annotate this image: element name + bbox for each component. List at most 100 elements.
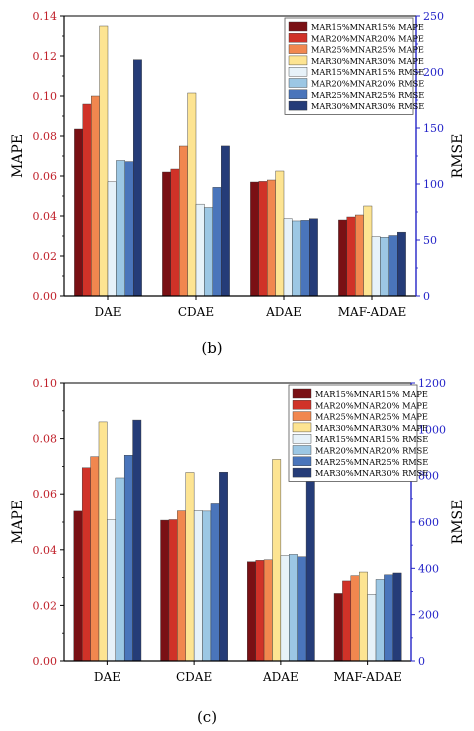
bar-c-s5-c0 (115, 477, 125, 662)
legend-label: MAR30%MNAR30% RMSE (311, 101, 424, 111)
x-tick-label: DAE (94, 670, 121, 684)
x-tick-label: CDAE (176, 670, 212, 684)
bar-c-s3-c2 (272, 459, 282, 662)
legend-swatch (288, 33, 308, 43)
right-tick-label: 1000 (418, 423, 446, 436)
right-tick-label: 200 (423, 66, 444, 79)
legend-swatch (288, 89, 308, 100)
bar-c-s6-c2 (297, 556, 307, 662)
right-tick-label: 250 (423, 10, 444, 23)
left-tick-label: 0.08 (33, 433, 58, 446)
left-tick-label: 0.08 (33, 130, 58, 143)
bar-c-s4-c3 (367, 594, 377, 662)
bar-b-s0-c2 (250, 181, 259, 297)
bar-b-s6-c3 (388, 235, 398, 297)
legend-label: MAR30%MNAR30% MAPE (311, 56, 424, 66)
legend-label: MAR25%MNAR25% MAPE (311, 45, 424, 55)
bar-c-s5-c3 (375, 579, 385, 662)
bar-c-s0-c1 (160, 519, 170, 662)
right-tick-label: 1200 (418, 377, 446, 390)
left-tick-label: 0.00 (33, 290, 58, 303)
bar-b-s7-c3 (397, 231, 406, 297)
legend-swatch (288, 55, 308, 66)
legend-swatch (292, 433, 312, 444)
bar-b-s2-c2 (267, 179, 276, 297)
legend-label: MAR15%MNAR15% MAPE (311, 22, 424, 32)
right-tick-label: 800 (418, 470, 439, 483)
left-tick-label: 0.06 (33, 488, 58, 501)
x-tick-label: ADAE (265, 305, 302, 319)
bar-b-s0-c3 (338, 219, 347, 297)
bar-b-s6-c2 (300, 220, 310, 297)
right-tick-label: 0 (423, 290, 430, 303)
bar-c-s1-c0 (81, 467, 91, 662)
legend-label: MAR15%MNAR15% RMSE (315, 434, 428, 444)
bar-c-s7-c0 (132, 419, 142, 662)
left-tick-label: 0.04 (33, 210, 58, 223)
bar-c-s1-c1 (168, 519, 178, 662)
legend-label: MAR20%MNAR20% RMSE (315, 446, 428, 456)
bar-b-s5-c3 (380, 236, 389, 297)
legend-label: MAR15%MNAR15% MAPE (315, 389, 428, 399)
bar-c-s3-c1 (185, 472, 195, 662)
legend-swatch (292, 411, 312, 421)
bar-b-s4-c1 (195, 203, 205, 297)
left-tick-label: 0.12 (33, 50, 58, 63)
y2-axis-title: RMSE (450, 500, 466, 545)
legend-swatch (292, 445, 312, 455)
caption-c: (c) (196, 708, 218, 726)
right-tick-label: 0 (418, 655, 425, 668)
bar-b-s6-c1 (212, 187, 222, 297)
bar-b-s1-c3 (346, 216, 356, 297)
x-tick-label: MAF-ADAE (333, 670, 402, 684)
bar-c-s7-c3 (392, 572, 402, 662)
bar-b-s7-c0 (132, 59, 142, 297)
chart-panel-b: 0.00 0.02 0.04 0.06 0.08 0.10 0.12 0.14 0 50 100 15… (10, 10, 466, 319)
legend-swatch (288, 100, 308, 111)
bar-b-s1-c1 (170, 168, 180, 297)
bar-b-s7-c1 (220, 145, 230, 297)
legend-label: MAR25%MNAR25% RMSE (315, 457, 428, 467)
right-tick-label: 150 (423, 122, 444, 135)
bar-b-s3-c3 (363, 205, 373, 297)
bar-c-s5-c1 (202, 510, 212, 662)
x-tick-label: MAF-ADAE (338, 305, 407, 319)
legend-swatch (288, 66, 308, 77)
bar-c-s0-c3 (333, 593, 343, 662)
bar-b-s0-c0 (74, 128, 84, 297)
legend-label: MAR20%MNAR20% RMSE (311, 79, 424, 89)
legend-swatch (288, 21, 308, 32)
legend-label: MAR25%MNAR25% MAPE (315, 412, 428, 422)
caption-b: (b) (201, 339, 223, 357)
legend-label: MAR30%MNAR30% RMSE (315, 468, 428, 478)
left-tick-label: 0.10 (33, 377, 58, 390)
y-axis-title: MAPE (10, 134, 26, 178)
bar-b-s3-c1 (187, 92, 197, 297)
left-tick-label: 0.06 (33, 170, 58, 183)
y-axis-title: MAPE (10, 500, 26, 544)
left-tick-label: 0.04 (33, 544, 58, 557)
right-tick-label: 600 (418, 516, 439, 529)
bar-c-s4-c1 (193, 510, 203, 662)
bar-c-s2-c3 (350, 575, 360, 662)
legend-swatch (292, 467, 312, 478)
bar-b-s1-c0 (82, 103, 92, 297)
bar-c-s7-c1 (219, 471, 228, 662)
legend-swatch (288, 78, 308, 88)
left-tick-label: 0.10 (33, 90, 58, 103)
bar-c-s2-c1 (177, 510, 186, 662)
bar-b-s0-c1 (162, 171, 171, 297)
bar-b-s5-c2 (292, 220, 301, 297)
bar-c-s3-c0 (98, 421, 108, 662)
left-tick-label: 0.02 (33, 599, 58, 612)
bar-b-s4-c2 (283, 218, 293, 297)
bar-b-s5-c0 (116, 160, 126, 297)
bar-c-s0-c2 (247, 561, 256, 662)
bar-c-s2-c2 (263, 559, 273, 662)
bar-c-s2-c0 (90, 456, 100, 662)
bar-c-s4-c2 (280, 555, 290, 662)
y2-axis-title: RMSE (450, 134, 466, 179)
